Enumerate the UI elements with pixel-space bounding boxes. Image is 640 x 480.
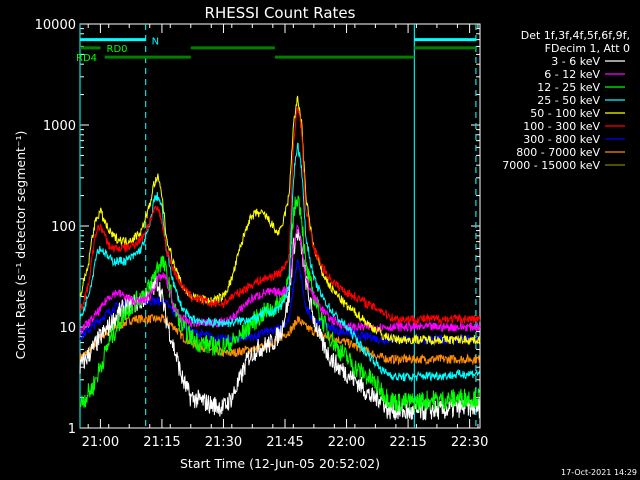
series-line [79,229,481,421]
legend-entry-label: 3 - 6 keV [551,55,600,68]
legend-entry-label: 300 - 800 keV [523,133,600,146]
legend-entry-label: 25 - 50 keV [537,94,600,107]
legend-entry-label: 6 - 12 keV [544,68,600,81]
series-line [79,142,481,383]
y-tick-label: 1000 [43,119,76,134]
series-line [79,106,481,325]
y-tick-label: 1 [68,422,76,437]
legend-entry-label: 800 - 7000 keV [516,146,600,159]
x-axis-label: Start Time (12-Jun-05 20:52:02) [180,456,380,471]
series-line [79,95,481,346]
x-tick-label: 22:00 [328,435,365,450]
legend: Det 1f,3f,4f,5f,6f,9f,FDecim 1, Att 03 -… [502,29,630,172]
x-tick-label: 21:30 [205,435,242,450]
legend-entry-label: 12 - 25 keV [537,81,600,94]
legend-entry-label: 50 - 100 keV [530,107,600,120]
x-tick-label: 21:45 [266,435,303,450]
series-line [79,195,481,412]
x-tick-label: 21:00 [82,435,119,450]
chart-title: RHESSI Count Rates [205,4,356,22]
x-tick-label: 22:30 [451,435,488,450]
series-line [79,224,481,335]
x-tick-label: 22:15 [389,435,426,450]
y-axis-label: Count Rate (s⁻¹ detector segment⁻¹) [13,131,28,360]
attenuator-label: N [152,37,159,48]
decimation-label: RD0 [107,44,128,55]
y-tick-label: 10000 [35,18,76,33]
footer-timestamp: 17-Oct-2021 14:29 [561,468,637,477]
legend-header-text: FDecim 1, Att 0 [545,42,630,55]
legend-entry-label: 100 - 300 keV [523,120,600,133]
x-tick-label: 21:15 [143,435,180,450]
y-tick-label: 100 [51,220,76,235]
legend-header-text: Det 1f,3f,4f,5f,6f,9f, [521,29,630,42]
decimation-label: RD4 [76,53,97,64]
y-tick-label: 10 [59,321,76,336]
legend-entry-label: 7000 - 15000 keV [502,159,600,172]
